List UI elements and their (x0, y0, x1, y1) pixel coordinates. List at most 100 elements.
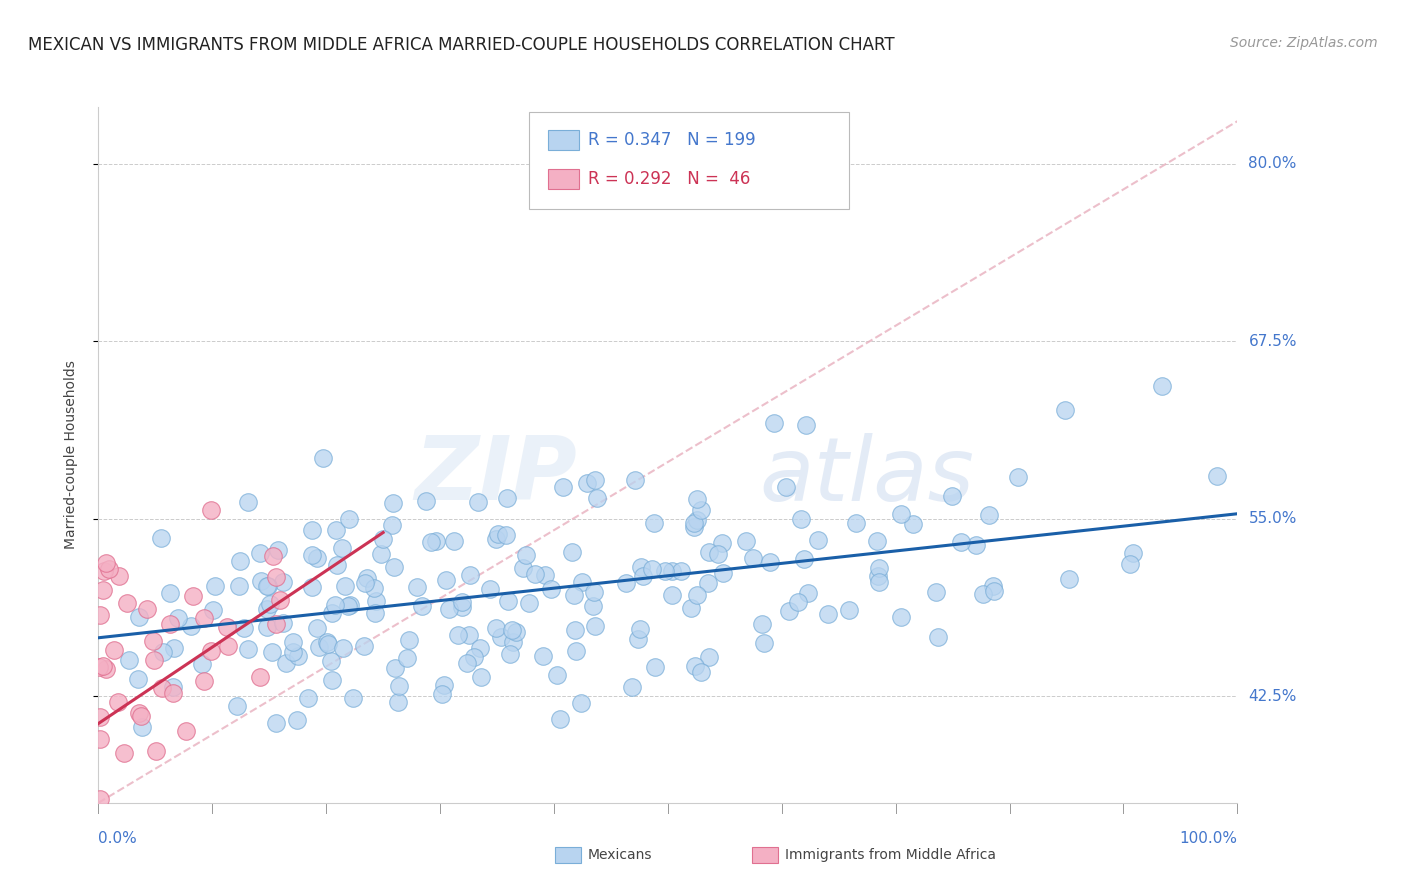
Point (181, 589, 204, 603)
Text: R = 0.292   N =  46: R = 0.292 N = 46 (588, 170, 749, 188)
Point (264, 715, 287, 730)
Point (489, 630, 512, 644)
Point (180, 619, 202, 633)
Point (983, 584, 1005, 599)
Point (287, 649, 309, 664)
Point (571, 696, 593, 710)
Point (257, 579, 280, 593)
Point (398, 632, 420, 647)
Point (437, 601, 460, 615)
Point (150, 531, 173, 545)
Point (103, 643, 125, 657)
Point (742, 551, 765, 566)
Point (498, 647, 520, 661)
Point (443, 533, 465, 548)
Point (396, 651, 419, 665)
Point (336, 599, 359, 614)
Point (585, 474, 607, 488)
Point (128, 706, 150, 720)
Point (690, 503, 713, 517)
Point (817, 607, 839, 621)
Point (337, 512, 360, 526)
Point (100, 863, 122, 877)
Point (193, 611, 215, 625)
Point (363, 582, 385, 596)
Point (89, 732, 111, 747)
Point (233, 621, 256, 635)
Point (162, 680, 184, 694)
Point (707, 547, 730, 561)
Point (112, 746, 135, 760)
Point (457, 628, 479, 642)
Point (669, 564, 692, 578)
Y-axis label: Married-couple Households: Married-couple Households (63, 360, 77, 549)
Text: ZIP: ZIP (413, 433, 576, 519)
Point (502, 635, 524, 649)
Point (150, 681, 173, 695)
Point (127, 672, 149, 686)
Point (654, 564, 676, 578)
Point (640, 562, 662, 576)
Point (101, 871, 124, 886)
Point (470, 641, 492, 656)
Point (226, 699, 249, 714)
Point (630, 560, 652, 574)
Point (117, 596, 139, 610)
Point (686, 588, 709, 602)
Point (267, 543, 290, 558)
Point (162, 686, 184, 700)
Point (301, 548, 323, 562)
Point (411, 599, 433, 613)
Point (370, 548, 392, 562)
Point (793, 551, 815, 566)
Point (163, 641, 186, 656)
Point (249, 574, 271, 588)
Point (786, 595, 808, 609)
Point (628, 622, 651, 636)
Point (256, 602, 278, 616)
Point (643, 516, 665, 530)
Point (686, 491, 709, 506)
Point (533, 648, 555, 663)
Point (1007, 470, 1029, 484)
Point (236, 495, 259, 509)
Point (420, 535, 443, 549)
Point (710, 536, 733, 550)
Text: Source: ZipAtlas.com: Source: ZipAtlas.com (1230, 36, 1378, 50)
Point (763, 417, 786, 431)
Point (159, 617, 181, 632)
Point (551, 479, 574, 493)
Point (1057, 572, 1080, 586)
Point (436, 573, 458, 587)
Point (941, 489, 963, 503)
Point (561, 545, 583, 559)
Point (697, 545, 720, 559)
Point (523, 566, 546, 581)
Point (790, 512, 813, 526)
Point (191, 657, 214, 672)
Point (281, 635, 304, 649)
Point (564, 644, 586, 658)
Point (711, 566, 734, 580)
Point (406, 580, 429, 594)
Point (108, 568, 131, 582)
Point (540, 582, 562, 597)
Point (620, 681, 643, 695)
Text: 42.5%: 42.5% (1249, 689, 1296, 704)
Point (142, 634, 165, 648)
Point (193, 674, 215, 689)
Point (697, 650, 720, 665)
Point (485, 621, 508, 635)
Point (458, 568, 481, 582)
Point (451, 599, 474, 614)
Point (93, 564, 115, 578)
Point (89, 710, 111, 724)
Point (614, 576, 637, 591)
Point (89, 660, 111, 674)
Point (384, 661, 406, 675)
Point (972, 587, 994, 601)
Text: Immigrants from Middle Africa: Immigrants from Middle Africa (785, 847, 995, 862)
Point (217, 620, 239, 634)
Point (586, 491, 609, 505)
Point (689, 665, 711, 680)
